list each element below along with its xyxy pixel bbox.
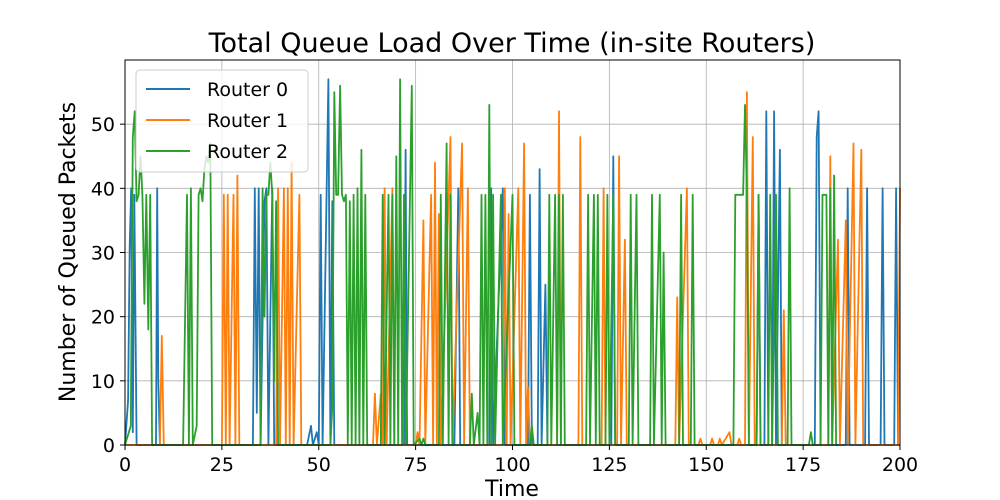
y-tick-label: 10 (91, 371, 115, 393)
axis-ticks: 0 25 50 75 100 125 150 175 200 0 10 20 30 40 50 (91, 114, 918, 476)
y-tick-label: 50 (91, 114, 115, 136)
chart-title: Total Queue Load Over Time (in-site Rout… (208, 28, 816, 59)
x-axis-label: Time (484, 477, 539, 500)
y-tick-label: 20 (91, 307, 115, 329)
x-tick-label: 75 (404, 454, 428, 476)
x-tick-label: 200 (882, 454, 918, 476)
x-tick-label: 50 (307, 454, 331, 476)
legend-label-router-1: Router 1 (207, 110, 288, 132)
y-tick-label: 40 (91, 178, 115, 200)
legend: Router 0 Router 1 Router 2 (135, 69, 309, 173)
y-tick-label: 30 (91, 243, 115, 265)
x-tick-label: 150 (688, 454, 724, 476)
legend-label-router-2: Router 2 (207, 141, 288, 163)
x-tick-label: 125 (591, 454, 627, 476)
legend-box (135, 69, 309, 173)
x-tick-label: 0 (119, 454, 131, 476)
legend-label-router-0: Router 0 (207, 79, 288, 101)
y-axis-label: Number of Queued Packets (56, 102, 81, 402)
y-tick-label: 0 (103, 435, 115, 457)
x-tick-label: 100 (494, 454, 530, 476)
x-tick-label: 175 (785, 454, 821, 476)
x-tick-label: 25 (210, 454, 234, 476)
